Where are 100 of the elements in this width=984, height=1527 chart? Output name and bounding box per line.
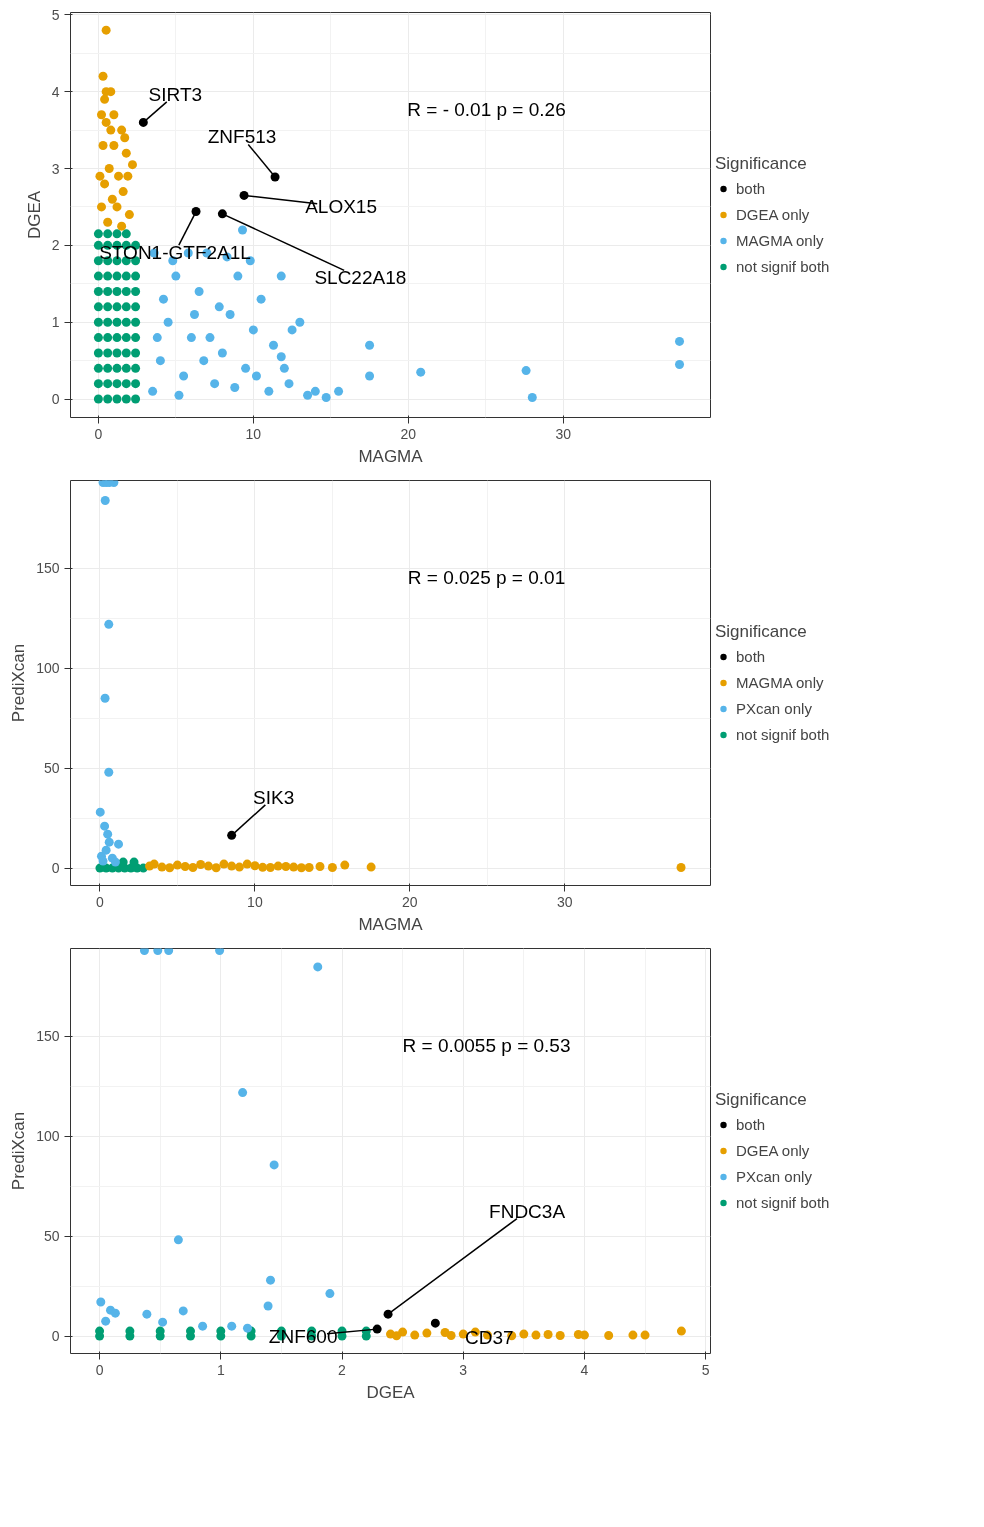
point (109, 110, 119, 120)
legend-label: PXcan only (736, 699, 812, 717)
point (121, 394, 131, 404)
y-tick-label: 3 (51, 160, 60, 177)
point (180, 862, 190, 872)
point (276, 271, 286, 281)
point (258, 862, 268, 872)
x-tick-label: 1 (216, 1361, 225, 1378)
point (109, 480, 119, 487)
point (139, 948, 149, 955)
annotation: FNDC3A (489, 1200, 566, 1222)
point (98, 71, 108, 81)
y-axis-title: PrediXcan (9, 1111, 29, 1191)
point (100, 94, 110, 104)
point (628, 1330, 638, 1340)
point (555, 1331, 565, 1341)
point (327, 863, 337, 873)
point (114, 839, 124, 849)
point (205, 333, 215, 343)
point (93, 271, 103, 281)
legend-title: Significance (715, 621, 808, 641)
point (264, 386, 274, 396)
point (392, 1331, 402, 1341)
point (131, 333, 141, 343)
point (163, 317, 173, 327)
point (148, 386, 158, 396)
point (131, 271, 141, 281)
point (263, 1301, 273, 1311)
point (217, 348, 227, 358)
point (214, 302, 224, 312)
point (521, 366, 531, 376)
point (96, 202, 106, 212)
x-tick-label: 10 (247, 893, 263, 910)
point (93, 348, 103, 358)
y-axis-title: DGEA (24, 190, 44, 240)
annotation: R = 0.0055 p = 0.53 (402, 1035, 571, 1057)
point (103, 302, 113, 312)
annotation: CD37 (465, 1326, 514, 1348)
annotation: ZNF600 (268, 1325, 338, 1347)
point (101, 1316, 111, 1326)
point (117, 221, 127, 231)
x-tick-label: 30 (557, 893, 573, 910)
point (103, 829, 113, 839)
point (179, 371, 189, 381)
y-tick-label: 0 (51, 391, 60, 408)
legend-label: not signif both (736, 257, 830, 275)
point (93, 363, 103, 373)
point (313, 962, 323, 972)
point (227, 861, 237, 871)
point (124, 210, 134, 220)
point (121, 363, 131, 373)
legend-label: not signif both (736, 725, 830, 743)
point (121, 148, 131, 158)
y-tick-label: 0 (51, 1328, 60, 1345)
point (440, 1328, 450, 1338)
point (365, 371, 375, 381)
point (174, 390, 184, 400)
point (109, 140, 119, 150)
point (93, 302, 103, 312)
point (103, 229, 113, 239)
point (157, 862, 167, 872)
point (340, 860, 350, 870)
point (149, 859, 159, 869)
point (103, 363, 113, 373)
point (112, 363, 122, 373)
point (131, 317, 141, 327)
point (110, 857, 120, 867)
point (242, 1323, 252, 1333)
point (93, 286, 103, 296)
point (430, 1318, 440, 1328)
point (365, 340, 375, 350)
point (276, 352, 286, 362)
point (96, 1297, 106, 1307)
point (238, 1088, 248, 1098)
point (194, 286, 204, 296)
point (98, 140, 108, 150)
point (131, 302, 141, 312)
x-tick-label: 0 (94, 425, 103, 442)
point (131, 286, 141, 296)
point (123, 171, 133, 181)
x-tick-label: 0 (96, 893, 105, 910)
point (152, 333, 162, 343)
point (198, 1321, 208, 1331)
point (543, 1330, 553, 1340)
point (96, 110, 106, 120)
point (112, 271, 122, 281)
legend-label: DGEA only (736, 205, 810, 223)
point (121, 302, 131, 312)
x-tick-label: 30 (555, 425, 572, 442)
point (210, 379, 220, 389)
point (93, 229, 103, 239)
point (531, 1330, 541, 1340)
point (104, 837, 114, 847)
point (93, 394, 103, 404)
point (103, 379, 113, 389)
point (118, 187, 128, 197)
point (117, 125, 127, 135)
point (103, 333, 113, 343)
point (321, 393, 331, 403)
legend-label: DGEA only (736, 1141, 810, 1159)
